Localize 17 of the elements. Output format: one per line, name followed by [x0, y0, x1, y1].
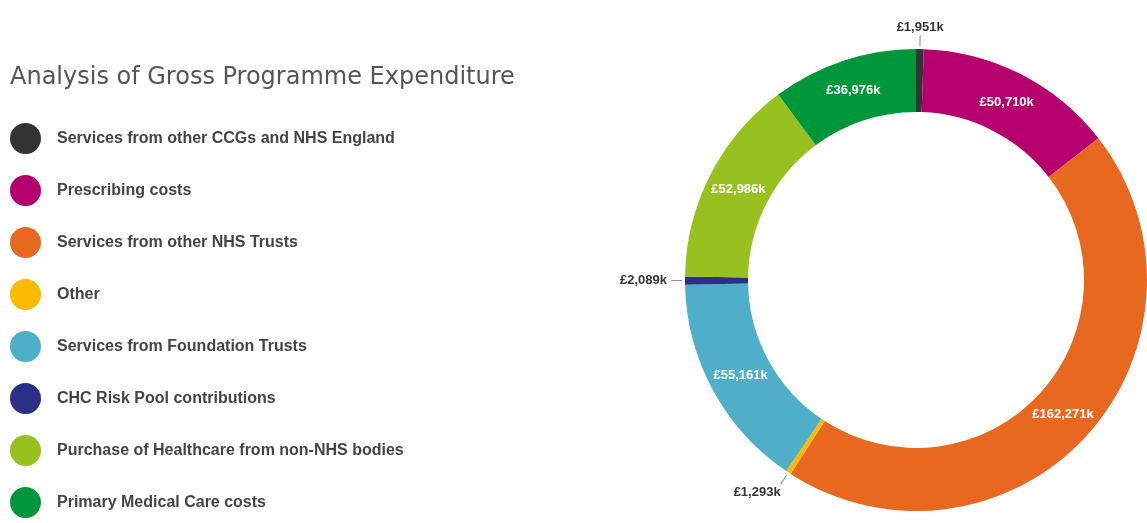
legend-label: Other: [57, 285, 100, 303]
data-label: £55,161k: [713, 366, 769, 382]
legend-label: Services from other CCGs and NHS England: [57, 129, 395, 147]
data-label: £1,293k: [733, 483, 782, 499]
legend-label: Prescribing costs: [57, 181, 192, 199]
data-label: £1,951k: [896, 18, 945, 34]
text: Analysis of Gross Programme Expenditure: [10, 62, 515, 90]
data-label: £36,976k: [826, 82, 882, 98]
legend-label: Purchase of Healthcare from non-NHS bodies: [57, 441, 404, 459]
legend-label: Primary Medical Care costs: [57, 493, 266, 511]
legend-label: CHC Risk Pool contributions: [57, 389, 276, 407]
data-label: £2,089k: [620, 272, 668, 288]
data-label: £52,986k: [711, 180, 767, 196]
data-label: £50,710k: [979, 93, 1035, 109]
legend-label: Services from Foundation Trusts: [57, 337, 307, 355]
legend-label: Services from other NHS Trusts: [57, 233, 298, 251]
data-label: £162,271k: [1032, 406, 1095, 422]
